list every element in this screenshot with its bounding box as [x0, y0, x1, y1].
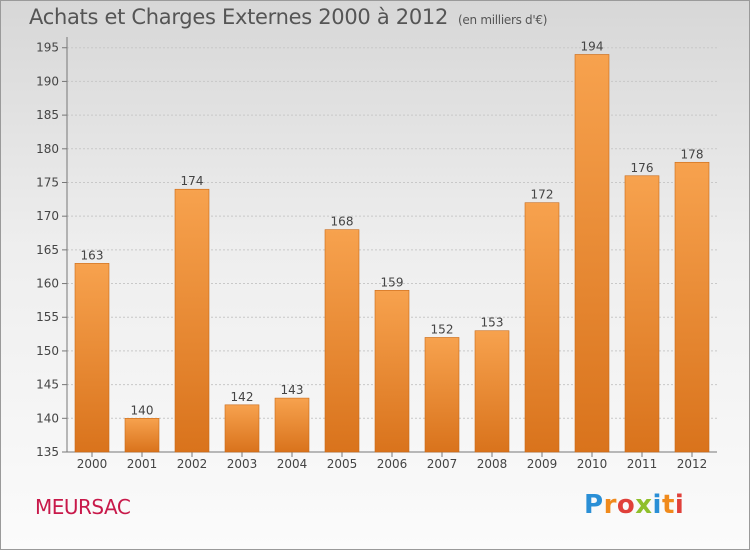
x-tick-label-2005: 2005: [327, 457, 358, 471]
y-tick-label: 185: [36, 108, 59, 122]
x-tick-label-2001: 2001: [127, 457, 158, 471]
y-tick-label: 145: [36, 378, 59, 392]
y-tick-label: 180: [36, 142, 59, 156]
data-label-2001: 140: [131, 403, 154, 417]
bar-2007: [424, 337, 460, 453]
bar-2006: [374, 289, 410, 453]
logo-letter: x: [635, 490, 653, 520]
x-tick-label-2004: 2004: [277, 457, 308, 471]
data-label-2005: 168: [331, 215, 354, 229]
y-tick-label: 170: [36, 209, 59, 223]
bar-2011: [624, 175, 660, 453]
x-tick-label-2008: 2008: [477, 457, 508, 471]
x-tick-label-2012: 2012: [677, 457, 708, 471]
bars: [74, 54, 710, 453]
logo-letter: r: [603, 490, 617, 520]
y-tick-label: 165: [36, 243, 59, 257]
x-tick-label-2007: 2007: [427, 457, 458, 471]
data-label-2000: 163: [81, 248, 104, 262]
data-label-2010: 194: [581, 39, 604, 53]
data-labels: 163 140 174 142 143 168 159 152 153 172 194 176 178: [81, 39, 704, 417]
bar-2002: [174, 188, 210, 453]
x-tick-label-2009: 2009: [527, 457, 558, 471]
bar-2012: [674, 161, 710, 453]
bar-2003: [224, 404, 260, 453]
data-label-2011: 176: [631, 161, 654, 175]
x-tick-label-2003: 2003: [227, 457, 258, 471]
bar-2001: [124, 418, 160, 453]
x-tick-label-2010: 2010: [577, 457, 608, 471]
data-label-2004: 143: [281, 383, 304, 397]
logo-letter: t: [661, 490, 675, 520]
title-text: Achats et Charges Externes 2000 à 2012: [29, 5, 449, 29]
chart-title: Achats et Charges Externes 2000 à 2012 (e…: [29, 5, 547, 29]
bar-2005: [324, 229, 360, 453]
y-tick-label: 155: [36, 310, 59, 324]
data-label-2012: 178: [681, 147, 704, 161]
y-tick-label: 140: [36, 411, 59, 425]
commune-name: MEURSAC: [35, 495, 131, 519]
data-label-2008: 153: [481, 316, 504, 330]
logo-letter: P: [584, 490, 604, 520]
bar-2000: [74, 263, 110, 453]
y-tick-label: 150: [36, 344, 59, 358]
title-unit: (en milliers d'€): [458, 13, 548, 27]
y-tick-label: 175: [36, 175, 59, 189]
y-tick-label: 195: [36, 41, 59, 55]
y-tick-label: 135: [36, 445, 59, 459]
logo-letter: i: [674, 490, 685, 520]
data-label-2003: 142: [231, 390, 254, 404]
bar-2009: [524, 202, 560, 453]
x-tick-label-2011: 2011: [627, 457, 658, 471]
logo-letter: o: [616, 490, 636, 520]
x-tick-label-2002: 2002: [177, 457, 208, 471]
x-tick-label-2000: 2000: [77, 457, 108, 471]
data-label-2009: 172: [531, 188, 554, 202]
data-label-2007: 152: [431, 322, 454, 336]
bar-2010: [574, 54, 610, 453]
data-label-2002: 174: [181, 174, 204, 188]
logo-letter: i: [652, 490, 662, 520]
y-tick-label: 160: [36, 277, 59, 291]
proxiti-logo: Proxiti: [584, 490, 684, 520]
bar-2004: [274, 397, 310, 453]
x-tick-label-2006: 2006: [377, 457, 408, 471]
data-label-2006: 159: [381, 275, 404, 289]
y-tick-label: 190: [36, 74, 59, 88]
axes: 135 140 145 150 155 160 165 170 175 180 185 190 195 2…: [36, 37, 717, 471]
bar-2008: [474, 330, 510, 453]
